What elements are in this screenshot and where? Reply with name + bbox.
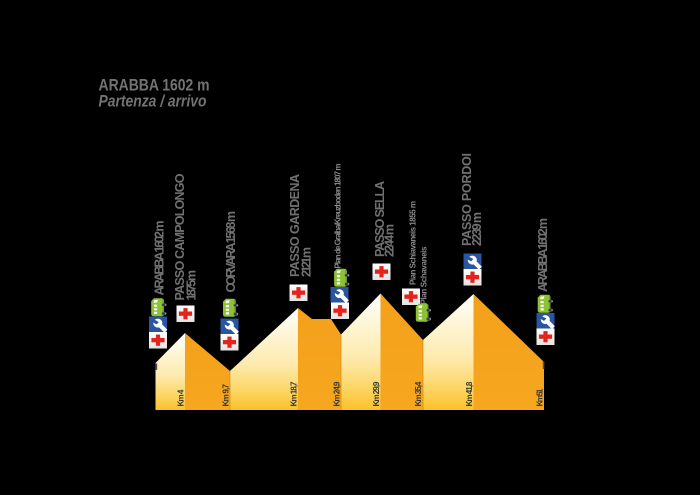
svg-text:PASSO CAMPOLONGO: PASSO CAMPOLONGO <box>173 173 187 300</box>
svg-text:Plan de Gralba/Kreuzboden 1807: Plan de Gralba/Kreuzboden 1807 m <box>334 163 343 268</box>
svg-text:PASSO PORDOI: PASSO PORDOI <box>460 153 474 246</box>
svg-text:CORVARA 1568 m: CORVARA 1568 m <box>224 211 238 293</box>
svg-text:Km 4: Km 4 <box>177 389 186 406</box>
svg-text:ARABBA 1602 m: ARABBA 1602 m <box>99 76 210 95</box>
svg-text:ARABBA 1602 m: ARABBA 1602 m <box>153 221 167 296</box>
svg-text:Pian Schiavaneis 1855 m: Pian Schiavaneis 1855 m <box>409 201 418 285</box>
svg-text:Km 29,9: Km 29,9 <box>372 381 381 406</box>
svg-text:ARABBA 1602 m: ARABBA 1602 m <box>536 218 550 292</box>
svg-text:2121 m: 2121 m <box>300 247 314 277</box>
svg-text:Km 35,4: Km 35,4 <box>414 381 423 406</box>
svg-text:1875 m: 1875 m <box>185 270 199 301</box>
svg-text:Plan Schavaneis: Plan Schavaneis <box>420 246 429 305</box>
svg-text:Km 18,7: Km 18,7 <box>290 381 299 406</box>
svg-text:2244 m: 2244 m <box>383 224 397 257</box>
svg-text:Km 41,8: Km 41,8 <box>465 381 474 406</box>
svg-text:Km 51: Km 51 <box>536 388 545 406</box>
svg-text:Km 24,9: Km 24,9 <box>333 381 342 406</box>
svg-text:2239 m: 2239 m <box>470 212 484 246</box>
svg-text:Partenza / arrivo: Partenza / arrivo <box>99 91 207 110</box>
svg-text:Km 9,7: Km 9,7 <box>222 384 231 407</box>
svg-text:PASSO GARDENA: PASSO GARDENA <box>288 174 302 277</box>
svg-text:PASSO SELLA: PASSO SELLA <box>373 181 387 257</box>
